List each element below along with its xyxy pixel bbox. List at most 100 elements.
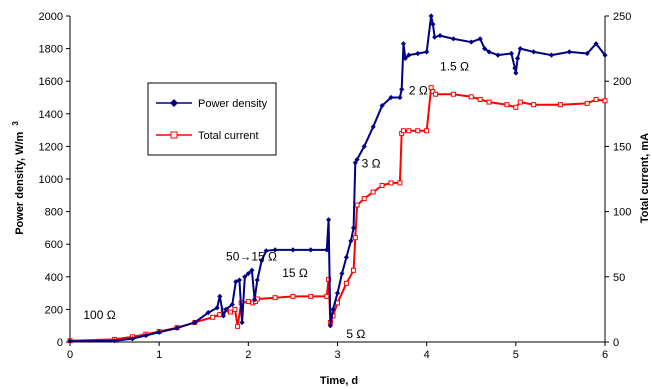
total-current-point (272, 295, 278, 301)
total-current-point (388, 180, 394, 186)
power-density-point (290, 247, 296, 253)
power-density-point (428, 13, 434, 19)
total-current-point (290, 293, 296, 299)
y-axis-label: Power density, W/m 3 (11, 121, 26, 235)
total-current-point (517, 99, 523, 105)
power-density-point (229, 301, 235, 308)
y2-tick-label: 250 (613, 11, 631, 23)
legend-power-label: Power density (198, 98, 268, 110)
power-density-point (424, 49, 430, 55)
total-current-point (354, 202, 360, 208)
y2-tick-label: 100 (613, 207, 631, 219)
power-density-point (399, 86, 405, 92)
power-density-point (334, 290, 341, 296)
power-density-point (400, 41, 407, 47)
power-density-point (593, 41, 599, 47)
y-axis-label-text: Power density, W/m (14, 131, 26, 234)
power-density-point (236, 277, 243, 283)
total-current-point (424, 128, 430, 134)
power-density-point (251, 297, 258, 303)
power-density-point (174, 325, 180, 331)
y-tick-label: 1400 (39, 109, 63, 121)
power-density-point (477, 36, 483, 42)
axes (66, 15, 609, 346)
total-current-point (450, 91, 456, 97)
resistance-annotation: 50→15 Ω (226, 250, 277, 264)
total-current-point (504, 102, 510, 108)
power-density-point (515, 55, 521, 61)
x-tick-label: 3 (334, 349, 340, 361)
total-current-point (602, 98, 608, 104)
y-axis-label-superscript: 3 (11, 121, 20, 126)
power-density-point (388, 94, 394, 101)
power-density-point (437, 32, 443, 39)
power-density-point (379, 103, 385, 109)
power-density-point (430, 21, 436, 27)
power-density-point (217, 293, 223, 299)
power-density-point (361, 143, 367, 149)
power-density-point (220, 313, 226, 319)
power-density-point (343, 254, 350, 260)
y-tick-label: 2000 (39, 11, 63, 23)
power-density-point (350, 225, 357, 231)
power-density-point (239, 319, 245, 326)
power-density-point (508, 50, 514, 57)
resistance-annotation: 100 Ω (83, 308, 115, 322)
total-current-point (584, 100, 590, 106)
y2-tick-label: 150 (613, 141, 631, 153)
total-current-point (370, 189, 376, 195)
power-density-point (354, 156, 360, 163)
x-tick-label: 5 (513, 349, 519, 361)
power-density-point (143, 332, 149, 339)
total-current-point (433, 91, 439, 97)
total-current-point (235, 323, 241, 329)
power-density-point (566, 49, 572, 55)
total-current-point (245, 299, 251, 305)
total-current-point (531, 102, 537, 108)
power-density-point (432, 34, 438, 40)
power-density-point (129, 336, 136, 342)
y-tick-label: 600 (45, 239, 63, 251)
total-current-point (477, 96, 483, 102)
resistance-annotation: 1.5 Ω (440, 60, 469, 74)
power-density-point (325, 217, 332, 223)
power-density-point (602, 52, 608, 58)
total-current-point (210, 314, 216, 320)
total-current-point (397, 180, 403, 186)
power-density-point (517, 46, 523, 52)
total-current-point (352, 235, 358, 241)
series-lines (67, 13, 608, 344)
power-density-point (406, 52, 412, 58)
power-density-point (482, 46, 488, 52)
power-density-point (531, 49, 537, 55)
power-density-point (111, 338, 118, 344)
total-current-point (217, 312, 223, 318)
power-density-point (67, 338, 73, 344)
power-density-point (450, 36, 457, 42)
x-axis-label: Time, d (320, 375, 358, 387)
power-density-point (339, 270, 345, 277)
total-current-point (361, 196, 367, 202)
y2-axis-label: Total current, mA (639, 133, 651, 223)
resistance-annotation: 2 Ω (409, 83, 428, 97)
legend: Power density Total current (147, 82, 277, 156)
x-tick-label: 2 (245, 349, 251, 361)
power-density-point (308, 247, 314, 253)
total-current-point (379, 183, 385, 189)
total-current-point (308, 293, 314, 299)
power-density-point (348, 238, 354, 244)
y2-tick-label: 200 (613, 76, 631, 88)
x-tick-label: 1 (156, 349, 162, 361)
y2-tick-label: 50 (613, 272, 625, 284)
total-current-point (232, 306, 238, 312)
power-density-point (495, 52, 501, 58)
total-current-point (593, 96, 599, 102)
total-current-point (468, 94, 474, 100)
power-density-point (330, 306, 336, 312)
total-current-point (351, 267, 357, 273)
power-density-point (254, 277, 260, 283)
power-density-point (249, 267, 255, 273)
x-tick-label: 6 (602, 349, 608, 361)
power-density-point (192, 319, 198, 326)
power-density-point (370, 124, 376, 130)
